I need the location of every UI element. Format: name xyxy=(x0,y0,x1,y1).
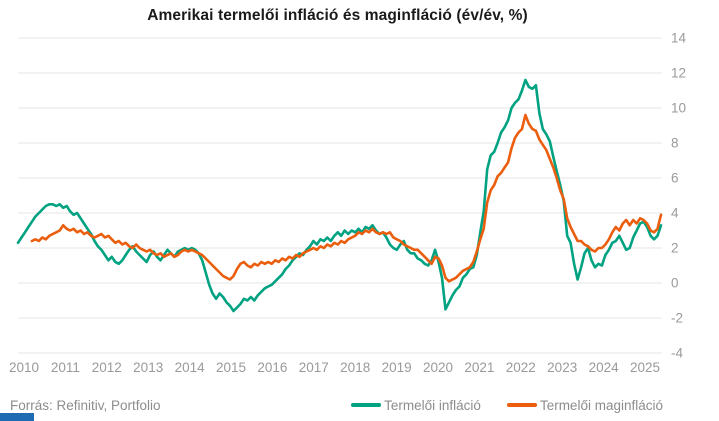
x-axis-tick-label: 2020 xyxy=(423,360,453,375)
orange-line-swatch-icon xyxy=(506,403,537,407)
legend: Termelői infláció Termelői maginfláció xyxy=(351,398,663,413)
legend-item-core-producer-inflation[interactable]: Termelői maginfláció xyxy=(506,397,663,413)
x-axis-tick-label: 2012 xyxy=(92,360,122,375)
portfolio-brand-bar xyxy=(0,413,34,421)
x-axis-tick-label: 2013 xyxy=(133,360,163,375)
y-axis-tick-label: 8 xyxy=(671,136,679,151)
x-axis-tick-label: 2010 xyxy=(9,360,39,375)
legend-label-producer-inflation: Termelői infláció xyxy=(384,397,481,413)
legend-item-producer-inflation[interactable]: Termelői infláció xyxy=(351,398,481,413)
legend-label-core-producer-inflation: Termelői maginfláció xyxy=(539,397,663,413)
y-axis-tick-label: -2 xyxy=(671,311,683,326)
y-axis-tick-label: -4 xyxy=(671,346,683,361)
x-axis-tick-label: 2024 xyxy=(589,360,620,375)
x-axis-tick-label: 2016 xyxy=(257,360,287,375)
y-axis-tick-label: 6 xyxy=(671,171,679,186)
chart-footer: Forrás: Refinitiv, Portfolio Termelői in… xyxy=(10,395,709,415)
x-axis-tick-label: 2018 xyxy=(340,360,370,375)
y-axis-tick-label: 14 xyxy=(671,31,687,46)
series-line-producer-inflation xyxy=(16,78,663,313)
y-axis-tick-label: 10 xyxy=(671,101,686,116)
x-axis-tick-label: 2022 xyxy=(506,360,536,375)
x-axis-tick-label: 2023 xyxy=(547,360,577,375)
y-axis-tick-label: 0 xyxy=(671,276,679,291)
chart-title: Amerikai termelői infláció és maginfláci… xyxy=(147,7,528,24)
series-line-core-producer-inflation xyxy=(30,113,663,283)
x-axis-tick-label: 2014 xyxy=(175,360,206,375)
y-axis-tick-label: 4 xyxy=(671,206,679,221)
y-axis-tick-label: 2 xyxy=(671,241,679,256)
x-axis-tick-label: 2019 xyxy=(382,360,412,375)
x-axis-tick-label: 2015 xyxy=(216,360,246,375)
x-axis-tick-label: 2025 xyxy=(630,360,660,375)
green-line-swatch-icon xyxy=(351,403,382,407)
x-axis-tick-label: 2011 xyxy=(51,360,80,375)
x-axis-tick-label: 2017 xyxy=(299,360,329,375)
source-label: Forrás: Refinitiv, Portfolio xyxy=(10,397,161,413)
x-axis-tick-label: 2021 xyxy=(464,360,494,375)
y-axis-tick-label: 12 xyxy=(671,66,686,81)
